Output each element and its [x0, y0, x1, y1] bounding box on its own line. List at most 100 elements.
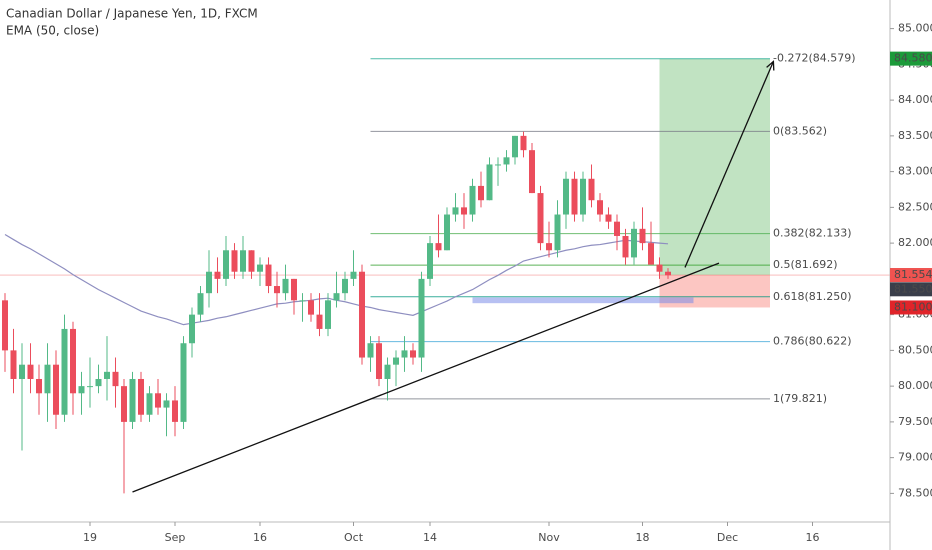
candle-body [614, 221, 620, 236]
candle-body [418, 278, 425, 358]
candle-body [554, 214, 561, 251]
indicator-label: EMA (50, close) [6, 24, 99, 38]
candle-body [197, 293, 204, 315]
candle-body [478, 185, 484, 201]
candle-body [512, 135, 518, 158]
candle-body [435, 243, 442, 251]
y-tick-label: 83.500 [898, 129, 932, 142]
y-tick-label: 79.000 [898, 451, 932, 464]
candle-body [367, 343, 374, 358]
candle-body [299, 300, 306, 302]
fib-label: 0.382(82.133) [773, 227, 852, 240]
candle-body [61, 328, 68, 415]
candle-body [665, 271, 671, 276]
candle-body [486, 164, 493, 201]
arrow-head [766, 60, 775, 71]
trendline [132, 262, 720, 493]
x-tick-label: Oct [344, 531, 364, 544]
candle-body [461, 207, 467, 215]
candle-body [350, 271, 357, 279]
y-tick-label: 80.500 [898, 343, 932, 356]
candle-body [282, 278, 289, 294]
candle-body [376, 343, 382, 379]
plot-area: -0.272(84.579) 0(83.562) 0.382(82.133) 0.5(… [0, 52, 890, 494]
candle-body [325, 300, 331, 329]
candle-body [240, 250, 246, 272]
candle-body [155, 393, 161, 408]
candle-body [520, 135, 527, 151]
candle-body [95, 378, 102, 387]
candle-body [580, 178, 586, 215]
x-tick-label: 18 [636, 531, 650, 544]
candle-body [112, 371, 119, 387]
candle-body [231, 250, 238, 272]
candle-body [444, 214, 450, 251]
chart-title: Canadian Dollar / Japanese Yen, 1D, FXCM [6, 7, 258, 21]
candle-body [248, 250, 255, 272]
candle-body [189, 314, 195, 344]
candle-body [163, 400, 170, 408]
candle-body [129, 378, 136, 422]
candle-body [359, 271, 365, 358]
candle-body [537, 193, 544, 244]
price-badge-label: 81.554 [894, 268, 932, 281]
highlight-zone [472, 297, 694, 304]
fib-label: 1(79.821) [773, 392, 827, 405]
candle-body [257, 264, 263, 272]
candle-body [410, 350, 416, 358]
y-tick-label: 84.000 [898, 93, 932, 106]
candle-body [138, 378, 144, 415]
price-badge-label: 81.100 [894, 300, 932, 313]
candle-body [206, 271, 212, 294]
candle-body [631, 228, 637, 258]
candle-body [588, 178, 595, 201]
price-badge [890, 282, 932, 297]
x-tick-label: Sep [165, 531, 186, 544]
candle-body [308, 300, 314, 315]
candle-body [214, 271, 221, 279]
y-tick-label: 78.500 [898, 486, 932, 499]
candle-body [2, 300, 8, 351]
y-tick-label: 85.000 [898, 22, 932, 35]
fib-label: 0.786(80.622) [773, 335, 852, 348]
candle-body [27, 364, 34, 379]
candle-body [265, 264, 272, 287]
candle-body [121, 386, 127, 422]
candle-body [87, 386, 93, 388]
candle-body [36, 378, 42, 394]
candle-body [316, 314, 323, 329]
candle-body [53, 364, 59, 415]
arrow [684, 61, 774, 268]
candle-body [180, 343, 187, 422]
x-tick-label: Nov [538, 531, 560, 544]
candle-body [503, 157, 510, 165]
candle-body [427, 243, 433, 279]
fib-label: 0.5(81.692) [773, 258, 838, 271]
y-tick-label: 79.500 [898, 415, 932, 428]
candle-body [546, 243, 552, 251]
candle-body [495, 164, 501, 166]
price-badge-label: 81.550 [894, 282, 932, 295]
candle-body [393, 357, 399, 365]
candle-body [605, 214, 612, 222]
x-tick-label: 16 [253, 531, 267, 544]
candle-body [563, 178, 569, 215]
x-tick-label: 16 [806, 531, 820, 544]
candle-body [78, 386, 85, 394]
fib-label: -0.272(84.579) [773, 52, 856, 65]
candle-body [10, 350, 17, 379]
y-tick-label: 82.500 [898, 200, 932, 213]
candle-body [274, 286, 280, 294]
candle-body [622, 235, 629, 258]
candle-body [44, 364, 51, 394]
x-tick-label: Dec [717, 531, 738, 544]
price-badge [890, 268, 932, 283]
candle-body [172, 400, 178, 422]
candle-body [639, 228, 646, 244]
candle-body [571, 178, 578, 215]
profit-zone [659, 58, 770, 276]
candle-body [291, 278, 297, 301]
candle-body [70, 328, 76, 394]
candle-body [223, 250, 229, 279]
y-tick-label: 83.000 [898, 165, 932, 178]
